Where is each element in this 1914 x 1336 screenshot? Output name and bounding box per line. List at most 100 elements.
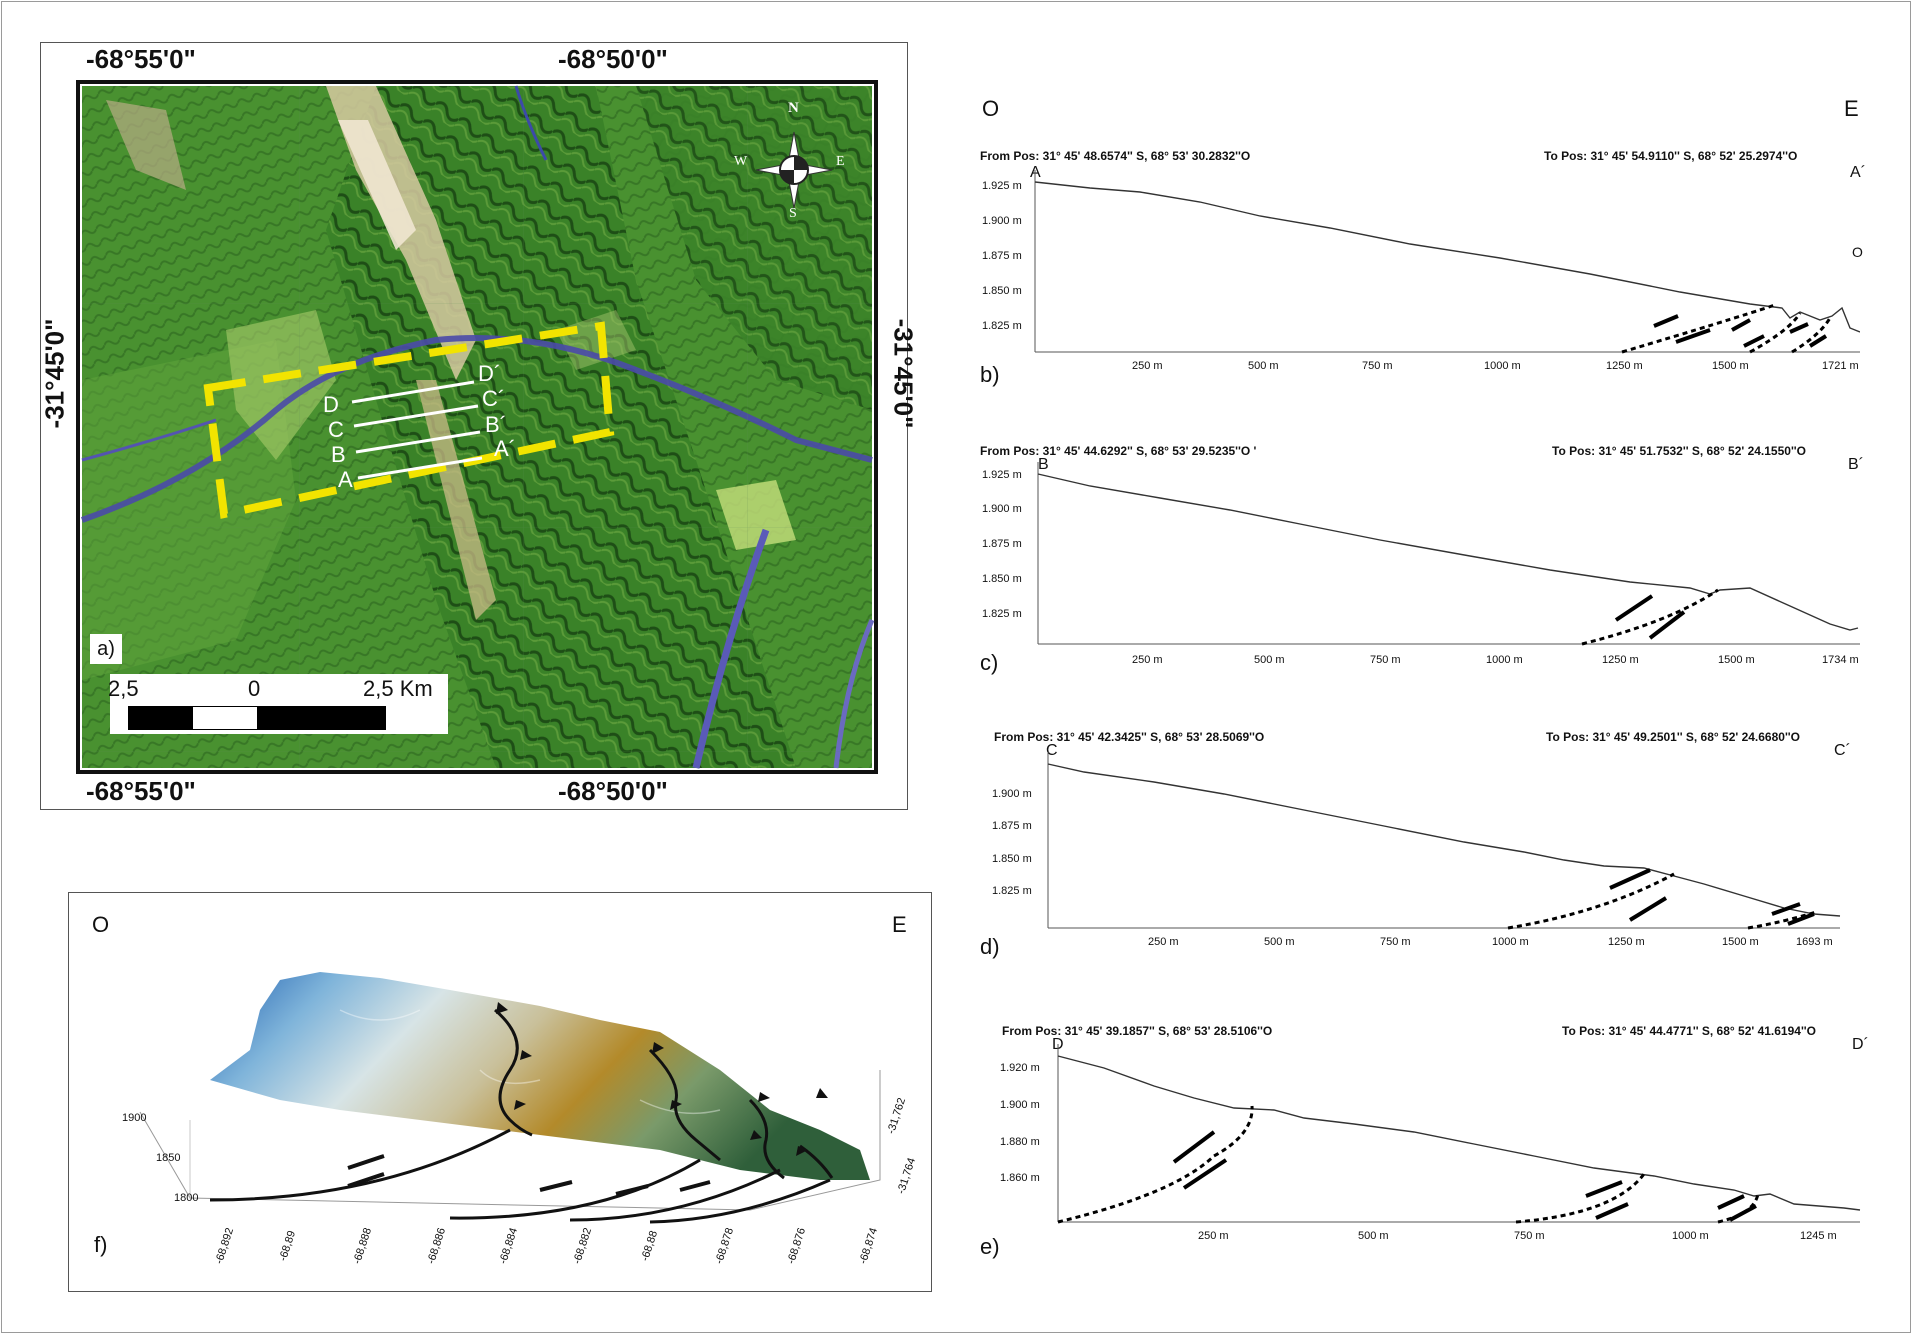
profile-b-chart <box>1034 170 1860 354</box>
profile-c-start: B <box>1038 456 1049 473</box>
profile-e-ytick: 1.920 m <box>1000 1062 1040 1074</box>
profile-d-xtick: 250 m <box>1148 936 1179 948</box>
scale-label-right: 2,5 Km <box>363 676 433 701</box>
profile-b-ytick: 1.925 m <box>982 180 1022 192</box>
profile-c-panel: c) <box>980 650 999 675</box>
profile-d-xtick: 1693 m <box>1796 936 1833 948</box>
block-z-tick: 1800 <box>174 1192 199 1204</box>
lat-label-left: -31°45'0" <box>39 318 70 429</box>
profile-d-xtick: 1000 m <box>1492 936 1529 948</box>
profile-b-ytick: 1.850 m <box>982 285 1022 297</box>
profile-d-ytick: 1.900 m <box>992 788 1032 800</box>
profile-d-chart <box>1047 752 1841 930</box>
profile-d-ytick: 1.875 m <box>992 820 1032 832</box>
panel-label-a: a) <box>90 634 122 664</box>
profile-c-xtick: 1734 m <box>1822 654 1859 666</box>
profile-e-to: To Pos: 31° 45' 44.4771'' S, 68° 52' 41.… <box>1562 1024 1816 1038</box>
profile-e-from: From Pos: 31° 45' 39.1857'' S, 68° 53' 2… <box>1002 1024 1273 1038</box>
profile-e-ytick: 1.900 m <box>1000 1099 1040 1111</box>
profile-end-label-c: C´ <box>482 386 506 411</box>
profile-label-c: C <box>328 417 344 442</box>
block-diagram <box>139 972 881 1224</box>
satellite-map <box>76 80 878 774</box>
compass-w: W <box>734 154 748 169</box>
profile-d-ytick: 1.850 m <box>992 853 1032 865</box>
profile-e-xtick: 1245 m <box>1800 1230 1837 1242</box>
profile-b-panel: b) <box>980 362 1000 387</box>
profile-d-to: To Pos: 31° 45' 49.2501'' S, 68° 52' 24.… <box>1546 730 1800 744</box>
profile-d-from: From Pos: 31° 45' 42.3425'' S, 68° 53' 2… <box>994 730 1265 744</box>
profile-d-xtick: 750 m <box>1380 936 1411 948</box>
profile-label-d: D <box>323 392 339 417</box>
profile-b-xtick: 1250 m <box>1606 360 1643 372</box>
scale-label-left: 2,5 <box>108 676 139 701</box>
scale-bar: 2,5 0 2,5 Km <box>108 674 448 734</box>
profile-c-ytick: 1.825 m <box>982 608 1022 620</box>
profile-c-chart <box>1037 462 1860 646</box>
block-west-label: O <box>92 912 110 937</box>
profile-c-to: To Pos: 31° 45' 51.7532'' S, 68° 52' 24.… <box>1552 444 1806 458</box>
profiles-east-label: E <box>1844 96 1859 121</box>
profile-label-a: A <box>338 467 353 492</box>
profile-b-stray: O <box>1852 244 1863 260</box>
profile-b-ytick: 1.900 m <box>982 215 1022 227</box>
block-z-tick: 1850 <box>156 1152 181 1164</box>
profile-d-xtick: 1500 m <box>1722 936 1759 948</box>
profile-e-xtick: 1000 m <box>1672 1230 1709 1242</box>
profile-e-ytick: 1.880 m <box>1000 1136 1040 1148</box>
profile-b-from: From Pos: 31° 45' 48.6574'' S, 68° 53' 3… <box>980 149 1251 163</box>
profile-c-xtick: 1000 m <box>1486 654 1523 666</box>
profile-d-ytick: 1.825 m <box>992 885 1032 897</box>
profile-end-label-b: B´ <box>485 412 507 437</box>
profile-b-xtick: 500 m <box>1248 360 1279 372</box>
profile-c-end: B´ <box>1848 456 1864 473</box>
profile-end-label-d: D´ <box>478 361 502 386</box>
profile-c-ytick: 1.900 m <box>982 503 1022 515</box>
profile-c-xtick: 750 m <box>1370 654 1401 666</box>
profile-b-xtick: 1000 m <box>1484 360 1521 372</box>
block-east-label: E <box>892 912 907 937</box>
profile-e-xtick: 500 m <box>1358 1230 1389 1242</box>
profile-c-xtick: 500 m <box>1254 654 1285 666</box>
profile-d-end: C´ <box>1834 742 1851 759</box>
profile-c-xtick: 250 m <box>1132 654 1163 666</box>
block-panel-label: f) <box>94 1232 108 1257</box>
profile-d-panel: d) <box>980 934 1000 959</box>
lon-label-bottom-left: -68°55'0" <box>86 776 196 806</box>
profile-b-ytick: 1.875 m <box>982 250 1022 262</box>
profile-c-xtick: 1250 m <box>1602 654 1639 666</box>
lon-label-bottom-right: -68°50'0" <box>558 776 668 806</box>
block-panel <box>68 892 932 1292</box>
profile-d-xtick: 1250 m <box>1608 936 1645 948</box>
profile-b-xtick: 750 m <box>1362 360 1393 372</box>
compass-s: S <box>789 206 797 221</box>
profile-e-xtick: 250 m <box>1198 1230 1229 1242</box>
lat-label-right: -31°45'0" <box>888 318 919 429</box>
profile-e-xtick: 750 m <box>1514 1230 1545 1242</box>
block-z-tick: 1900 <box>122 1112 147 1124</box>
profile-b-end: A´ <box>1850 164 1866 181</box>
lon-label-top-right: -68°50'0" <box>558 44 668 74</box>
profile-end-label-a: A´ <box>494 436 516 461</box>
profile-c-from: From Pos: 31° 45' 44.6292'' S, 68° 53' 2… <box>980 444 1257 458</box>
profiles-west-label: O <box>982 96 1000 121</box>
profile-b-ytick: 1.825 m <box>982 320 1022 332</box>
profile-e-panel: e) <box>980 1234 1000 1259</box>
profile-c-ytick: 1.875 m <box>982 538 1022 550</box>
profile-e-end: D´ <box>1852 1036 1869 1053</box>
scale-label-mid: 0 <box>248 676 261 701</box>
profile-c-ytick: 1.925 m <box>982 469 1022 481</box>
profile-b-xtick: 250 m <box>1132 360 1163 372</box>
profile-b-xtick: 1721 m <box>1822 360 1859 372</box>
profile-d-start: C <box>1046 742 1058 759</box>
profile-d-xtick: 500 m <box>1264 936 1295 948</box>
lon-label-top-left: -68°55'0" <box>86 44 196 74</box>
profile-b-to: To Pos: 31° 45' 54.9110'' S, 68° 52' 25.… <box>1544 149 1798 163</box>
profile-b-xtick: 1500 m <box>1712 360 1749 372</box>
profile-e-ytick: 1.860 m <box>1000 1172 1040 1184</box>
profile-c-xtick: 1500 m <box>1718 654 1755 666</box>
profile-c-ytick: 1.850 m <box>982 573 1022 585</box>
compass-n: N <box>788 100 799 116</box>
profile-e-chart <box>1057 1044 1861 1224</box>
